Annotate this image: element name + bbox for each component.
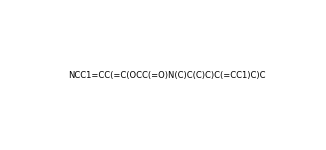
Text: NCC1=CC(=C(OCC(=O)N(C)C(C)C)C(=CC1)C)C: NCC1=CC(=C(OCC(=O)N(C)C(C)C)C(=CC1)C)C [68, 71, 266, 80]
